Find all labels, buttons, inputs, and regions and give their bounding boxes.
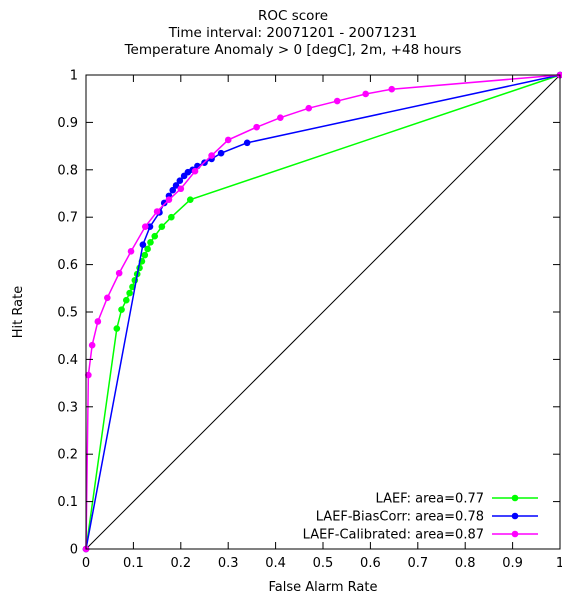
series-1-point-15: [217, 149, 225, 157]
series-2-point-18: [362, 90, 369, 98]
y-tick-label-2: 0.2: [57, 448, 78, 463]
legend-label-0: LAEF: area=0.77: [376, 492, 484, 507]
series-0-point-2: [118, 306, 125, 313]
legend-swatch-marker-2: [511, 530, 519, 538]
series-1-point-6: [169, 186, 177, 194]
y-tick-label-9: 0.9: [57, 116, 78, 131]
x-tick-label-3: 0.3: [218, 556, 239, 571]
x-axis-label: False Alarm Rate: [269, 580, 378, 595]
series-2-point-2: [88, 341, 96, 349]
series-2-point-3: [94, 318, 102, 325]
x-tick-label-7: 0.7: [407, 556, 428, 571]
chart-subtitle-2: Temperature Anomaly > 0 [degC], 2m, +48 …: [124, 42, 462, 58]
series-1-point-16: [243, 139, 251, 147]
series-2-point-19: [388, 85, 396, 93]
y-tick-label-6: 0.6: [57, 258, 78, 273]
y-tick-label-7: 0.7: [57, 211, 78, 226]
series-0-point-1: [113, 325, 121, 332]
series-0-point-13: [151, 232, 159, 240]
diagonal-reference-line: [85, 74, 561, 550]
series-2-point-11: [191, 167, 199, 175]
x-tick-label-9: 0.9: [502, 556, 523, 571]
series-0-point-4: [126, 289, 133, 297]
y-tick-label-5: 0.5: [57, 306, 78, 321]
x-tick-label-10: 1: [556, 556, 562, 571]
plot-area: 0 0.1 0.2 0.3 0.4 0.5 0.6 0.7 0.8 0.9 1 0 0.1 0.2 0.3 0…: [57, 69, 562, 571]
x-tick-label-2: 0.2: [170, 556, 191, 571]
series-0-point-15: [168, 213, 175, 221]
x-tick-label-4: 0.4: [265, 556, 286, 571]
series-2-point-6: [127, 248, 135, 255]
series-0-point-14: [158, 223, 166, 230]
y-tick-label-8: 0.8: [57, 163, 78, 178]
series-0-point-3: [122, 296, 130, 304]
y-tick-label-4: 0.4: [57, 353, 78, 368]
y-tick-label-1: 0.1: [57, 495, 78, 510]
x-tick-label-5: 0.5: [313, 556, 334, 571]
legend-label-1: LAEF-BiasCorr: area=0.78: [316, 510, 484, 525]
y-tick-label-0: 0: [70, 543, 78, 558]
series-2-point-17: [333, 97, 341, 105]
chart-title: ROC score: [258, 8, 328, 24]
y-tick-label-10: 1: [70, 69, 78, 84]
x-tick-label-1: 0.1: [123, 556, 144, 571]
series-0-point-10: [141, 251, 149, 259]
series-2-point-1: [85, 371, 92, 379]
y-axis-label: Hit Rate: [11, 286, 26, 338]
x-tick-label-8: 0.8: [455, 556, 476, 571]
series-1-point-4: [160, 199, 168, 207]
legend-label-2: LAEF-Calibrated: area=0.87: [303, 528, 484, 543]
series-1-point-8: [176, 177, 184, 185]
series-0-point-11: [144, 245, 151, 253]
x-tick-label-0: 0: [82, 556, 90, 571]
legend-swatch-marker-0: [511, 494, 519, 502]
chart-subtitle: Time interval: 20071201 - 20071231: [168, 25, 418, 41]
y-tick-label-3: 0.3: [57, 400, 78, 415]
series-2-point-15: [277, 114, 284, 121]
series-2-point-16: [305, 104, 313, 112]
legend-swatch-marker-1: [511, 512, 519, 520]
series-0-point-16: [186, 196, 194, 203]
series-2-point-10: [177, 185, 185, 193]
series-2-point-14: [253, 123, 260, 131]
series-2-point-7: [141, 223, 149, 230]
series-1-point-7: [172, 182, 180, 189]
series-2-point-12: [208, 152, 215, 159]
series-2-point-13: [224, 136, 232, 144]
series-2-point-8: [153, 208, 161, 215]
series-1-point-1: [139, 241, 147, 248]
series-0-point-12: [147, 239, 154, 246]
series-2-point-4: [104, 294, 111, 302]
series-2-point-5: [115, 269, 123, 277]
x-tick-label-6: 0.6: [360, 556, 381, 571]
series-1-point-2: [146, 223, 154, 230]
series-2-point-9: [165, 196, 173, 203]
